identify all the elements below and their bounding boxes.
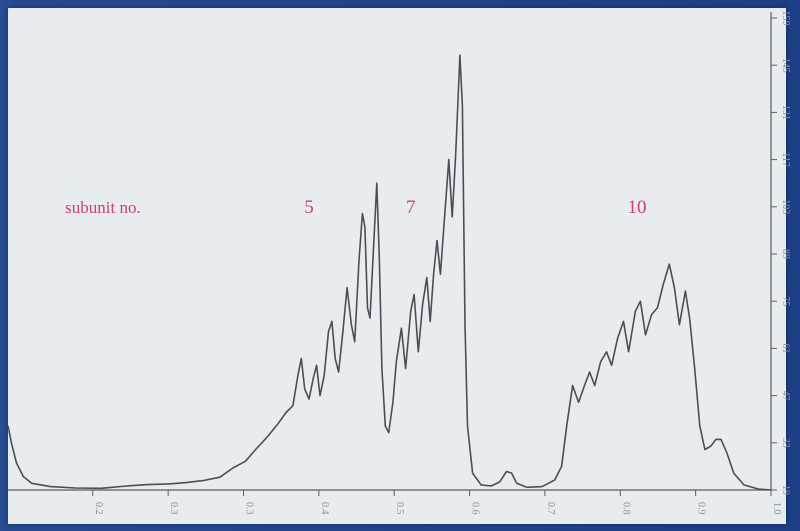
y-tick-label: 145 bbox=[780, 58, 791, 73]
x-tick-label: 0.9 bbox=[696, 502, 707, 515]
elution-trace-line bbox=[7, 54, 772, 491]
x-tick-label: 0.4 bbox=[319, 502, 330, 515]
y-tick-label: 103 bbox=[780, 199, 791, 214]
y-tick-label: 19 bbox=[780, 485, 791, 495]
chart-paper bbox=[8, 8, 786, 524]
subunit-number-label: 7 bbox=[406, 197, 416, 218]
subunit-number-label: 5 bbox=[304, 197, 314, 218]
y-tick-label: 131 bbox=[780, 105, 791, 120]
x-tick-label: 0.7 bbox=[545, 502, 556, 515]
y-tick-label: 159 bbox=[780, 11, 791, 26]
x-tick-label: 0.3 bbox=[243, 502, 254, 515]
x-tick-label: 0.2 bbox=[93, 502, 104, 515]
y-tick-label: 61 bbox=[780, 343, 791, 353]
subunit-number-label: 10 bbox=[628, 197, 647, 218]
y-tick-label: 75 bbox=[780, 296, 791, 306]
y-tick-label: 117 bbox=[780, 152, 791, 167]
y-tick-label: 33 bbox=[780, 438, 791, 448]
x-tick-label: 1.0 bbox=[771, 502, 782, 515]
x-tick-label: 0.3 bbox=[168, 502, 179, 515]
y-tick-label: 47 bbox=[780, 391, 791, 401]
subunit-label: subunit no. bbox=[65, 198, 141, 217]
y-tick-label: 89 bbox=[780, 249, 791, 259]
x-tick-label: 0.5 bbox=[394, 502, 405, 515]
x-tick-label: 0.6 bbox=[470, 502, 481, 515]
x-tick-label: 0.8 bbox=[620, 502, 631, 515]
